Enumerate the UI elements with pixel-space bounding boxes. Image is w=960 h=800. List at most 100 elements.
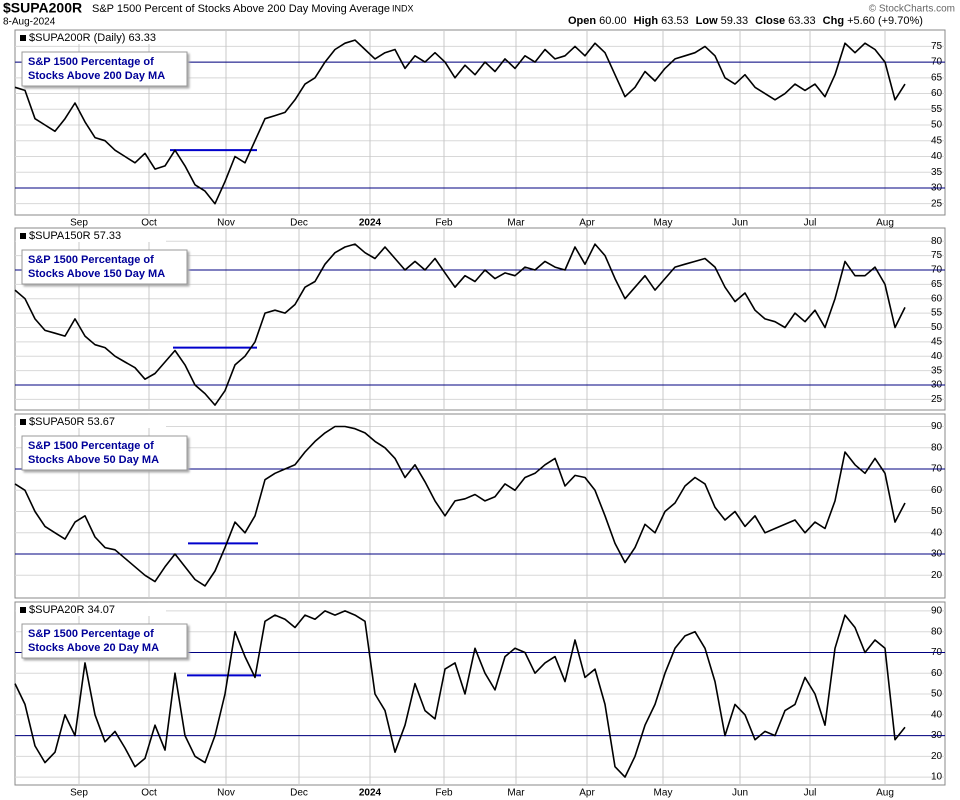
y-tick-label: 50	[931, 322, 943, 333]
x-tick-label: Jun	[732, 788, 748, 799]
x-tick-label: Sep	[70, 788, 88, 799]
panel-frame	[14, 413, 946, 599]
x-tick-label: Jul	[804, 788, 817, 799]
y-tick-label: 45	[931, 135, 943, 146]
x-tick-label: 2024	[359, 788, 382, 799]
symbol: $SUPA200R	[3, 0, 82, 16]
y-tick-label: 40	[931, 351, 943, 362]
y-tick-label: 35	[931, 167, 943, 178]
panel-frame	[14, 601, 946, 786]
x-tick-label: Aug	[876, 788, 894, 799]
quote-value: 63.33	[788, 15, 816, 27]
legend-text: Stocks Above 150 Day MA	[28, 268, 165, 280]
x-tick-label: Mar	[507, 218, 525, 229]
x-tick-label: Sep	[70, 218, 88, 229]
x-tick-label: Nov	[217, 218, 235, 229]
legend-box	[21, 435, 188, 471]
y-tick-label: 40	[931, 709, 943, 720]
y-tick-label: 90	[931, 421, 943, 432]
label-marker	[20, 419, 26, 425]
legend: S&P 1500 Percentage of Stocks Above 50 Da…	[21, 435, 188, 471]
legend-box	[21, 249, 188, 285]
y-tick-label: 55	[931, 104, 943, 115]
x-tick-label: Feb	[435, 218, 453, 229]
legend-text: Stocks Above 200 Day MA	[28, 70, 165, 82]
y-tick-label: 80	[931, 236, 943, 247]
x-tick-label: May	[654, 788, 673, 799]
quote: Open 60.00 High 63.53 Low 59.33 Close 63.33 Chg +…	[568, 15, 923, 27]
y-tick-label: 40	[931, 527, 943, 538]
label-marker	[20, 233, 26, 239]
label-box	[16, 229, 166, 242]
legend-text: S&P 1500 Percentage of	[28, 254, 154, 266]
x-tick-label: May	[654, 218, 673, 229]
legend: S&P 1500 Percentage of Stocks Above 200 D…	[21, 51, 188, 87]
y-tick-label: 20	[931, 570, 943, 581]
legend: S&P 1500 Percentage of Stocks Above 20 Da…	[21, 623, 188, 659]
y-tick-label: 90	[931, 606, 943, 617]
quote-label: Open	[568, 15, 596, 27]
panel-frame	[14, 227, 946, 411]
quote-label: Close	[755, 15, 785, 27]
quote-label: Chg	[823, 15, 844, 27]
x-tick-label: Aug	[876, 218, 894, 229]
x-tick-label: Apr	[579, 218, 595, 229]
x-tick-label: Feb	[435, 788, 453, 799]
label-marker	[20, 35, 26, 41]
x-tick-label: Nov	[217, 788, 235, 799]
legend-text: S&P 1500 Percentage of	[28, 628, 154, 640]
y-tick-label: 65	[931, 72, 943, 83]
legend-text: S&P 1500 Percentage of	[28, 56, 154, 68]
legend-box	[21, 623, 188, 659]
exchange: INDX	[392, 3, 414, 13]
y-tick-label: 75	[931, 250, 943, 261]
x-tick-label: Oct	[141, 788, 157, 799]
data-line	[14, 610, 906, 778]
legend-text: Stocks Above 50 Day MA	[28, 454, 159, 466]
x-tick-label: Oct	[141, 218, 157, 229]
y-tick-label: 80	[931, 626, 943, 637]
x-tick-label: Jun	[732, 218, 748, 229]
y-tick-label: 75	[931, 41, 943, 52]
date: 8-Aug-2024	[3, 17, 56, 28]
y-tick-label: 65	[931, 279, 943, 290]
y-tick-label: 60	[931, 88, 943, 99]
y-tick-label: 55	[931, 308, 943, 319]
panel-frame	[14, 29, 946, 216]
panel-label: $SUPA150R 57.33	[29, 230, 121, 242]
label-marker	[20, 607, 26, 613]
quote-label: Low	[696, 15, 718, 27]
quote-value: 59.33	[721, 15, 749, 27]
x-tick-label: Apr	[579, 788, 595, 799]
x-tick-label: 2024	[359, 218, 382, 229]
y-tick-label: 45	[931, 336, 943, 347]
legend-text: S&P 1500 Percentage of	[28, 440, 154, 452]
y-tick-label: 60	[931, 668, 943, 679]
x-tick-label: Dec	[290, 218, 308, 229]
panel-label: $SUPA50R 53.67	[29, 416, 115, 428]
y-tick-label: 25	[931, 198, 943, 209]
quote-label: High	[634, 15, 659, 27]
y-tick-label: 60	[931, 485, 943, 496]
data-line	[14, 39, 906, 205]
panel-label: $SUPA20R 34.07	[29, 604, 115, 616]
x-tick-label: Mar	[507, 788, 525, 799]
y-tick-label: 60	[931, 293, 943, 304]
label-box	[16, 31, 166, 44]
y-tick-label: 40	[931, 151, 943, 162]
credit: © StockCharts.com	[869, 4, 955, 15]
data-line	[14, 425, 906, 587]
y-tick-label: 80	[931, 442, 943, 453]
y-tick-label: 50	[931, 120, 943, 131]
legend-text: Stocks Above 20 Day MA	[28, 642, 159, 654]
y-tick-label: 20	[931, 751, 943, 762]
index-name: S&P 1500 Percent of Stocks Above 200 Day…	[92, 3, 390, 15]
y-tick-label: 25	[931, 394, 943, 405]
y-tick-label: 50	[931, 689, 943, 700]
label-box	[16, 603, 166, 616]
quote-value: +5.60 (+9.70%)	[847, 15, 923, 27]
y-tick-label: 10	[931, 772, 943, 783]
x-tick-label: Jul	[804, 218, 817, 229]
panel-label: $SUPA200R (Daily) 63.33	[29, 32, 156, 44]
